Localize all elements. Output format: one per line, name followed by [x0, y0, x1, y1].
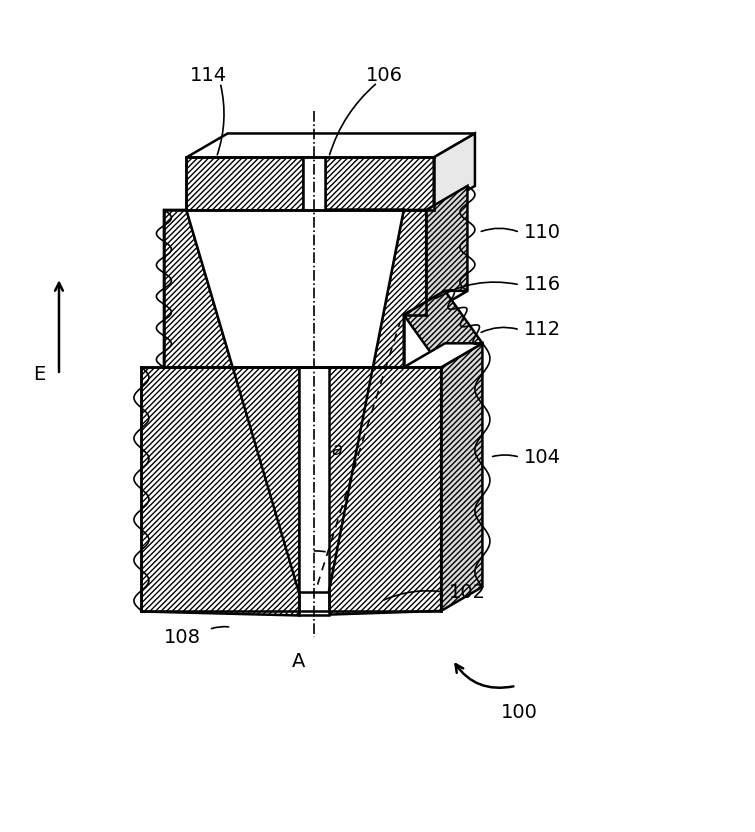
Text: A: A — [292, 652, 306, 671]
Polygon shape — [325, 157, 433, 210]
Text: 106: 106 — [366, 66, 403, 85]
Polygon shape — [303, 157, 325, 210]
Text: 112: 112 — [524, 320, 561, 339]
Text: a: a — [331, 441, 342, 458]
Text: 108: 108 — [164, 627, 201, 646]
Polygon shape — [433, 133, 475, 210]
Polygon shape — [186, 133, 475, 157]
Polygon shape — [186, 210, 404, 592]
Polygon shape — [141, 367, 299, 615]
Polygon shape — [299, 367, 328, 615]
Text: 100: 100 — [501, 702, 538, 721]
Polygon shape — [404, 291, 482, 367]
Polygon shape — [328, 367, 441, 615]
Polygon shape — [427, 186, 467, 314]
Text: 114: 114 — [190, 66, 227, 85]
Text: 102: 102 — [448, 582, 485, 602]
Polygon shape — [299, 592, 328, 615]
Polygon shape — [164, 210, 299, 592]
Polygon shape — [186, 157, 303, 210]
Polygon shape — [325, 210, 427, 592]
Polygon shape — [441, 344, 482, 611]
Text: E: E — [32, 365, 45, 384]
Text: 104: 104 — [524, 448, 561, 467]
Text: 110: 110 — [524, 223, 561, 242]
Polygon shape — [404, 344, 482, 367]
Text: 116: 116 — [524, 275, 561, 295]
Polygon shape — [404, 291, 467, 314]
